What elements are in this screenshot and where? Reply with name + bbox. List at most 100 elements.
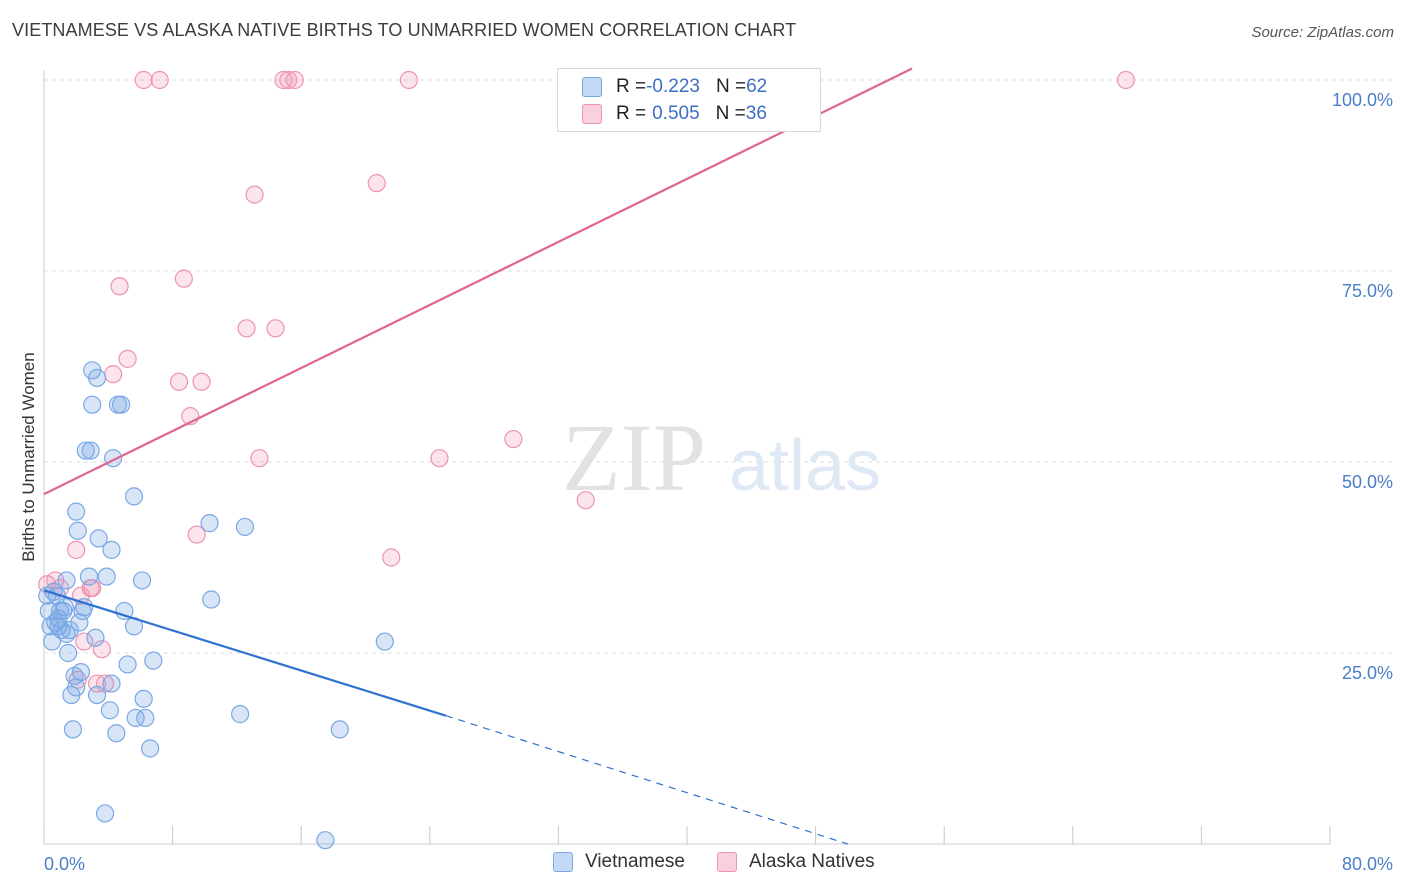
vietnamese-swatch [553, 852, 573, 872]
alaska-natives-point [266, 319, 285, 338]
r-label: R = [616, 103, 647, 124]
vietnamese-point [79, 567, 99, 586]
vietnamese-point [202, 590, 221, 609]
vietnamese-point [71, 662, 91, 682]
alaska-natives-point [285, 70, 304, 90]
vietnamese-point [375, 632, 394, 651]
legend-row-alaska-natives: R = 0.505 N = 36 [582, 101, 767, 127]
y-tick-label: 25.0% [1342, 663, 1393, 683]
vietnamese-point [330, 720, 349, 739]
alaska-natives-point [187, 525, 206, 544]
series-legend: Vietnamese Alaska Natives [553, 851, 907, 873]
correlation-legend: R = -0.223 N = 62 R = 0.505 N = 36 [557, 68, 821, 132]
watermark: ZIP atlas [562, 404, 881, 511]
vietnamese-point [100, 701, 120, 720]
y-axis-label: Births to Unmarried Women [19, 352, 38, 561]
vietnamese-point [126, 708, 145, 728]
legend-row-vietnamese: R = -0.223 N = 62 [582, 74, 767, 100]
n-label: N = [715, 76, 747, 97]
alaska-natives-point [67, 540, 86, 559]
alaska-natives-point [169, 372, 189, 391]
alaska-natives-swatch [582, 104, 602, 124]
vietnamese-point [118, 655, 137, 674]
alaska-natives-swatch [717, 852, 737, 872]
vietnamese-point [97, 567, 116, 586]
vietnamese-point [200, 514, 219, 533]
vietnamese-point [55, 598, 74, 617]
grid-layer [44, 79, 1392, 654]
alaska-natives-point [367, 174, 386, 193]
vietnamese-point [67, 502, 86, 521]
alaska-natives-point [75, 632, 94, 651]
vietnamese-point [102, 540, 121, 559]
alaska-natives-point [430, 449, 449, 468]
alaska-natives-point [237, 319, 256, 338]
alaska-natives-point [382, 548, 401, 567]
axes-layer [43, 70, 1331, 845]
legend-label: Vietnamese [585, 851, 685, 872]
vietnamese-point [132, 571, 152, 590]
vietnamese-point [59, 643, 78, 663]
alaska-natives-point [399, 70, 419, 90]
alaska-natives-point [134, 70, 153, 90]
vietnamese-point [124, 487, 144, 506]
vietnamese-point [89, 529, 108, 548]
y-tick-label: 100.0% [1332, 90, 1393, 110]
trend-lines [43, 67, 913, 845]
n-value: 62 [746, 76, 768, 97]
vietnamese-point [102, 674, 121, 693]
vietnamese-point [107, 724, 126, 743]
r-label: R = [616, 76, 647, 97]
vietnamese-point [57, 571, 76, 590]
vietnamese-swatch [582, 77, 602, 97]
vietnamese-trend-line [43, 589, 447, 717]
vietnamese-point [86, 628, 105, 647]
vietnamese-point [60, 620, 79, 640]
vietnamese-trend-line-extension [445, 715, 848, 845]
legend-label: Alaska Natives [749, 851, 875, 872]
vietnamese-point [67, 678, 86, 697]
y-tick-label: 50.0% [1342, 472, 1393, 492]
r-value: 0.505 [652, 103, 700, 124]
n-value: 36 [745, 103, 767, 124]
vietnamese-point [136, 708, 155, 728]
alaska-natives-point [110, 277, 129, 296]
vietnamese-point [63, 720, 83, 739]
axis-labels: 25.0% 50.0% 75.0% 100.0% 0.0% 80.0% Births to … [19, 90, 1393, 874]
x-tick-label-min: 0.0% [44, 854, 85, 874]
vietnamese-point [83, 395, 102, 414]
vietnamese-point [140, 739, 160, 758]
chart-title: VIETNAMESE VS ALASKA NATIVE BIRTHS TO UN… [12, 20, 797, 40]
alaska-natives-point [192, 372, 211, 391]
vietnamese-point [87, 368, 107, 388]
alaska-natives-point [104, 365, 123, 384]
alaska-natives-point [1116, 70, 1135, 90]
n-label: N = [715, 103, 746, 124]
vietnamese-point [87, 685, 107, 705]
legend-item-alaska-natives[interactable]: Alaska Natives [717, 851, 875, 873]
vietnamese-point [235, 517, 255, 537]
alaska-natives-point [83, 578, 102, 598]
y-tick-label: 75.0% [1342, 281, 1393, 301]
legend-item-vietnamese[interactable]: Vietnamese [553, 851, 685, 873]
x-tick-label-max: 80.0% [1342, 854, 1393, 874]
vietnamese-point [75, 598, 94, 617]
vietnamese-point [38, 586, 57, 605]
vietnamese-points [38, 361, 394, 850]
alaska-natives-point [279, 70, 298, 90]
vietnamese-point [316, 831, 335, 850]
alaska-natives-point [250, 449, 269, 468]
watermark-zip: ZIP [562, 404, 706, 511]
alaska-natives-point [92, 640, 111, 659]
vietnamese-point [144, 651, 163, 670]
watermark-atlas: atlas [729, 426, 881, 506]
source-note: Source: ZipAtlas.com [1251, 24, 1394, 41]
vietnamese-point [95, 804, 115, 823]
r-value: -0.223 [646, 76, 700, 97]
vietnamese-point [49, 617, 68, 636]
alaska-natives-point [245, 185, 264, 204]
vietnamese-point [134, 689, 153, 708]
alaska-natives-point [576, 491, 595, 510]
vietnamese-point [231, 705, 250, 724]
